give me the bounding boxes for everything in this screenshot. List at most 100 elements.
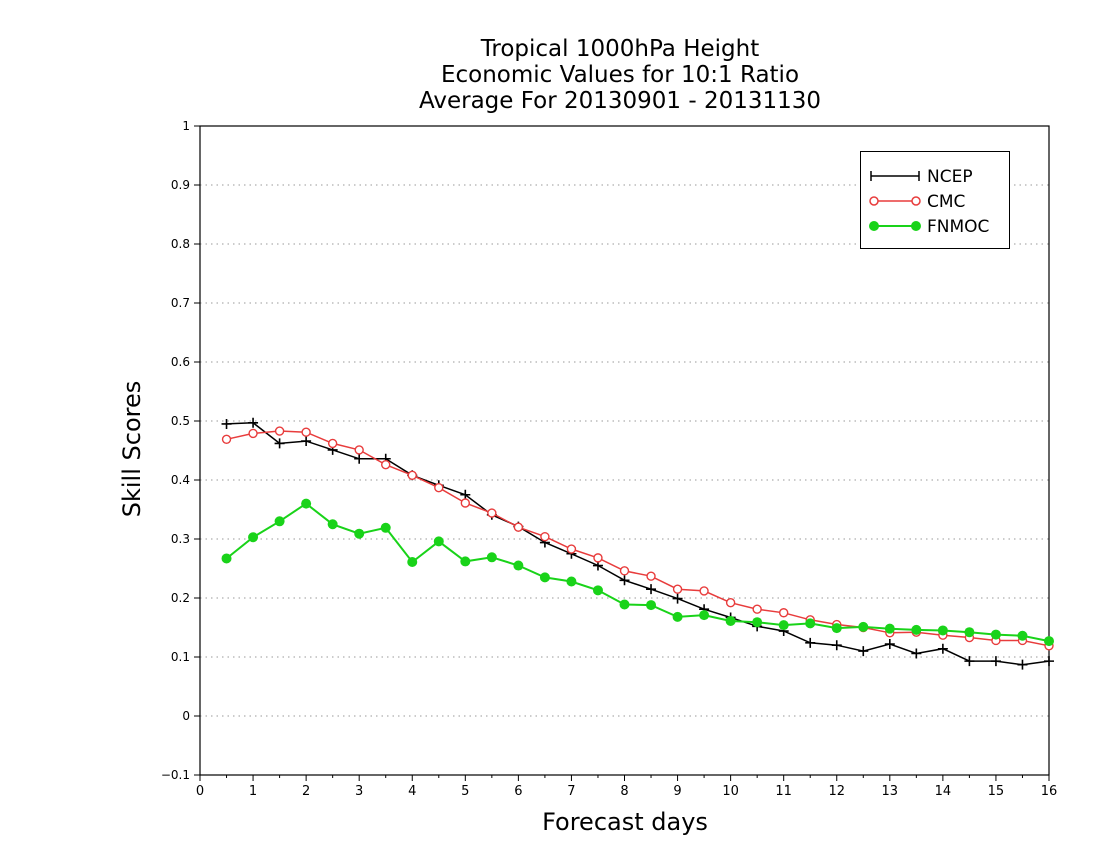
data-point-cmc xyxy=(593,553,603,563)
data-point-cmc xyxy=(460,498,471,508)
data-point-cmc xyxy=(274,426,285,436)
x-tick-label: 11 xyxy=(775,784,792,799)
y-tick-label: 0.5 xyxy=(171,414,190,428)
data-point-cmc xyxy=(327,438,338,449)
data-point-ncep xyxy=(672,593,683,604)
grid-layer xyxy=(200,184,1049,717)
data-point-fnmoc xyxy=(274,516,285,527)
data-point-cmc xyxy=(540,531,550,542)
data-point-fnmoc xyxy=(433,536,444,547)
data-point-fnmoc xyxy=(407,557,418,568)
legend-label-fnmoc: FNMOC xyxy=(927,217,990,237)
data-point-fnmoc xyxy=(805,618,816,629)
legend-swatch-ncep xyxy=(870,171,920,181)
data-point-fnmoc xyxy=(248,532,259,543)
data-point-fnmoc xyxy=(884,623,895,634)
data-point-ncep xyxy=(248,417,259,428)
data-point-fnmoc xyxy=(752,617,763,628)
x-tick-label: 14 xyxy=(935,784,952,799)
data-point-fnmoc xyxy=(831,623,842,634)
data-point-fnmoc xyxy=(778,620,789,631)
x-tick-label: 6 xyxy=(514,784,522,799)
legend-entry-cmc: CMC xyxy=(861,189,1011,213)
data-point-cmc xyxy=(301,427,311,437)
axis-layer: −0.100.10.20.30.40.50.60.70.80.910 1 2 3 4 5 6… xyxy=(161,119,1057,799)
x-tick-label: 9 xyxy=(673,784,681,799)
data-point-ncep xyxy=(805,637,816,648)
legend-label-ncep: NCEP xyxy=(927,167,973,187)
data-point-ncep xyxy=(460,489,471,500)
data-point-ncep xyxy=(911,648,922,659)
data-point-cmc xyxy=(672,584,683,594)
data-point-cmc xyxy=(566,544,577,554)
data-point-fnmoc xyxy=(566,576,577,587)
series-layer xyxy=(221,417,1054,670)
data-point-ncep xyxy=(858,646,869,657)
series-fnmoc xyxy=(221,498,1054,647)
data-point-cmc xyxy=(221,434,232,444)
legend-entry-ncep: NCEP xyxy=(861,164,1011,188)
x-tick-label: 2 xyxy=(302,784,310,799)
x-tick-label: 3 xyxy=(355,784,363,799)
data-point-ncep xyxy=(937,643,948,654)
y-tick-label: 0.8 xyxy=(171,237,190,251)
x-tick-label: 10 xyxy=(722,784,739,799)
data-point-fnmoc xyxy=(619,599,630,610)
x-tick-label: 4 xyxy=(408,784,416,799)
y-tick-label: 0.9 xyxy=(171,178,190,192)
x-tick-label: 16 xyxy=(1041,784,1058,799)
data-point-cmc xyxy=(248,428,258,439)
data-point-ncep xyxy=(884,639,895,650)
x-tick-label: 7 xyxy=(567,784,575,799)
data-point-cmc xyxy=(699,586,709,596)
data-point-ncep xyxy=(301,436,312,447)
chart-title-line-1: Tropical 1000hPa Height xyxy=(480,36,760,62)
chart-title-line-2: Economic Values for 10:1 Ratio xyxy=(440,62,800,88)
data-point-cmc xyxy=(646,571,656,581)
data-point-fnmoc xyxy=(380,522,391,533)
legend-swatch-fnmoc xyxy=(869,221,921,231)
data-point-ncep xyxy=(221,418,232,429)
data-point-cmc xyxy=(619,566,630,576)
y-tick-label: 0.1 xyxy=(171,650,190,664)
data-point-ncep xyxy=(1044,656,1054,667)
data-point-fnmoc xyxy=(301,498,312,509)
data-point-ncep xyxy=(1017,659,1028,670)
x-tick-label: 5 xyxy=(461,784,469,799)
data-point-ncep xyxy=(831,640,842,651)
series-line-cmc xyxy=(226,430,1050,647)
data-point-ncep xyxy=(354,453,365,464)
data-point-cmc xyxy=(487,508,497,518)
data-point-fnmoc xyxy=(699,610,710,621)
data-point-fnmoc xyxy=(513,560,524,571)
series-ncep xyxy=(221,417,1054,670)
data-point-ncep xyxy=(646,584,657,595)
data-point-fnmoc xyxy=(725,616,736,627)
y-tick-label: 0.6 xyxy=(171,355,190,369)
y-tick-label: −0.1 xyxy=(161,768,190,782)
data-point-fnmoc xyxy=(990,629,1001,640)
data-point-fnmoc xyxy=(354,528,365,539)
data-point-cmc xyxy=(354,445,364,455)
data-point-fnmoc xyxy=(1017,630,1028,641)
data-point-cmc xyxy=(513,522,524,532)
data-point-fnmoc xyxy=(672,611,683,622)
data-point-fnmoc xyxy=(460,556,471,567)
y-tick-label: 0.7 xyxy=(171,296,190,310)
data-point-cmc xyxy=(725,598,736,608)
y-tick-label: 0 xyxy=(182,709,190,723)
x-tick-label: 8 xyxy=(620,784,628,799)
plot-frame xyxy=(199,125,1050,776)
x-tick-label: 12 xyxy=(828,784,845,799)
data-point-fnmoc xyxy=(858,621,869,632)
legend-swatch-cmc xyxy=(869,196,921,206)
series-line-ncep xyxy=(226,422,1050,666)
data-point-ncep xyxy=(990,656,1001,667)
y-tick-label: 0.3 xyxy=(171,532,190,546)
series-line-fnmoc xyxy=(225,502,1050,643)
data-point-fnmoc xyxy=(221,553,232,564)
chart-title-line-3: Average For 20130901 - 20131130 xyxy=(418,88,822,114)
data-point-cmc xyxy=(752,604,762,614)
data-point-ncep xyxy=(964,656,975,667)
